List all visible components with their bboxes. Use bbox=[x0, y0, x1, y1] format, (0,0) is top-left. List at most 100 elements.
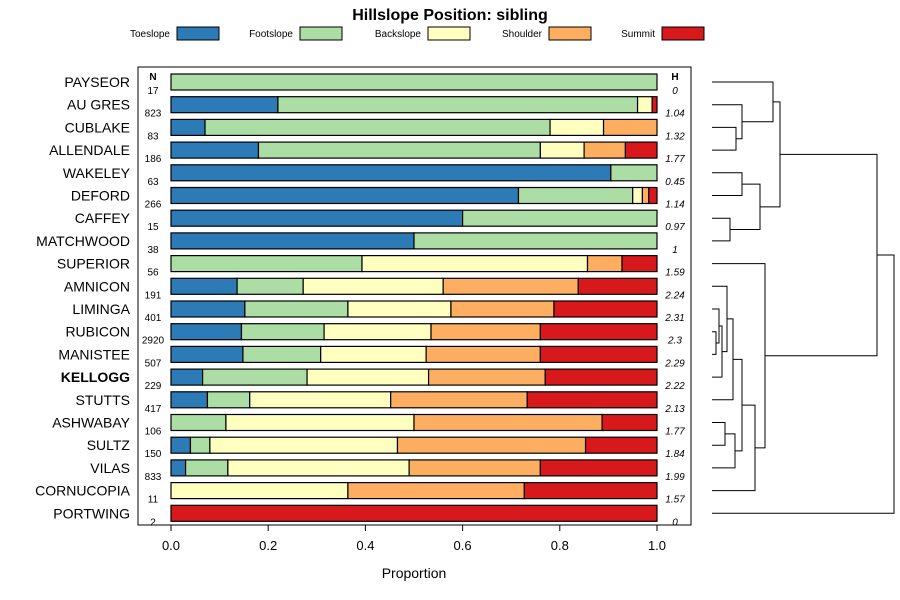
bar-ashwabay-footslope bbox=[170, 413, 227, 432]
bar-deford-toeslope bbox=[170, 186, 520, 205]
bar-deford-shoulder bbox=[641, 186, 650, 205]
bar-payseor-footslope bbox=[170, 73, 658, 91]
bar-manistee-footslope bbox=[242, 345, 322, 363]
row-labels: PAYSEOR AU GRES CUBLAKE ALLENDALE WAKELEY DEF… bbox=[35, 74, 131, 521]
dendrogram-branch bbox=[712, 126, 737, 151]
n-value-vilas: 833 bbox=[145, 472, 162, 483]
row-label-superior: SUPERIOR bbox=[57, 256, 130, 272]
h-column: 0 1.04 1.32 1.77 0.45 1.14 0.97 1 1.59 2.24 2.31 2.… bbox=[664, 86, 685, 528]
bar-kellogg-shoulder bbox=[427, 368, 546, 386]
bar-cornucopia-backslope bbox=[170, 482, 349, 500]
legend-label-backslope: Backslope bbox=[375, 29, 422, 40]
bar-cornucopia-shoulder bbox=[347, 482, 525, 500]
chart-title: Hillslope Position: sibling bbox=[352, 7, 548, 24]
bar-cublake-footslope bbox=[204, 118, 551, 137]
row-label-cublake: CUBLAKE bbox=[65, 119, 130, 135]
h-value-cublake: 1.32 bbox=[665, 131, 685, 142]
dendrogram-branch bbox=[712, 433, 736, 469]
n-value-rubicon: 2920 bbox=[142, 336, 165, 347]
bar-matchwood-footslope bbox=[413, 232, 658, 250]
dendrogram-branch bbox=[712, 331, 717, 355]
n-value-portwing: 2 bbox=[150, 517, 156, 528]
bar-caffey-toeslope bbox=[170, 209, 464, 227]
x-tick-label: 0.0 bbox=[162, 538, 180, 553]
bar-superior-shoulder bbox=[586, 255, 623, 273]
row-label-au-gres: AU GRES bbox=[67, 97, 130, 113]
h-value-amnicon: 2.24 bbox=[664, 290, 685, 301]
bar-allendale-toeslope bbox=[170, 141, 260, 159]
n-column-header: N bbox=[149, 72, 156, 83]
legend-label-shoulder: Shoulder bbox=[502, 29, 543, 40]
h-value-superior: 1.59 bbox=[665, 268, 685, 279]
bar-deford-footslope bbox=[517, 186, 634, 205]
n-value-caffey: 15 bbox=[147, 222, 159, 233]
row-label-manistee: MANISTEE bbox=[58, 346, 130, 362]
bar-liminga-backslope bbox=[347, 300, 452, 318]
n-value-cornucopia: 11 bbox=[148, 495, 159, 506]
n-value-sultz: 150 bbox=[145, 449, 162, 460]
n-value-deford: 266 bbox=[145, 200, 162, 211]
bar-rubicon-footslope bbox=[240, 323, 325, 341]
bar-sultz-footslope bbox=[189, 436, 211, 454]
bar-au-gres-footslope bbox=[277, 96, 639, 114]
n-value-au-gres: 823 bbox=[145, 109, 162, 120]
dendrogram-branch bbox=[712, 263, 766, 449]
h-value-allendale: 1.77 bbox=[665, 154, 685, 165]
n-value-allendale: 186 bbox=[145, 154, 162, 165]
x-axis: 0.0 0.2 0.4 0.6 0.8 1.0 bbox=[162, 525, 666, 553]
bar-kellogg-backslope bbox=[306, 368, 430, 386]
dendrogram-branch bbox=[733, 358, 743, 452]
row-label-payseor: PAYSEOR bbox=[64, 74, 130, 90]
bar-superior-backslope bbox=[361, 255, 589, 273]
dendrogram-branch bbox=[712, 254, 895, 514]
dendrogram-branch bbox=[760, 101, 781, 208]
n-value-cublake: 83 bbox=[147, 131, 159, 142]
legend-swatch-toeslope bbox=[176, 26, 220, 41]
n-value-manistee: 507 bbox=[145, 358, 162, 369]
legend-swatch-backslope bbox=[427, 26, 471, 41]
row-label-amnicon: AMNICON bbox=[64, 278, 130, 294]
x-axis-label: Proportion bbox=[382, 565, 447, 581]
plot-frame bbox=[137, 66, 692, 526]
bar-liminga-summit bbox=[553, 300, 658, 318]
n-value-amnicon: 191 bbox=[145, 290, 162, 301]
bar-wakeley-toeslope bbox=[170, 164, 612, 182]
h-value-au-gres: 1.04 bbox=[665, 109, 685, 120]
bar-rubicon-shoulder bbox=[430, 323, 541, 341]
n-value-matchwood: 38 bbox=[147, 245, 159, 256]
bar-deford-summit bbox=[648, 186, 658, 205]
bar-cublake-backslope bbox=[549, 118, 605, 137]
bar-sultz-summit bbox=[584, 436, 658, 454]
bar-vilas-shoulder bbox=[408, 459, 541, 477]
bar-manistee-toeslope bbox=[170, 345, 244, 363]
h-value-ashwabay: 1.77 bbox=[665, 427, 685, 438]
legend-swatch-footslope bbox=[299, 26, 343, 41]
h-value-wakeley: 0.45 bbox=[665, 177, 685, 188]
bar-allendale-backslope bbox=[539, 141, 585, 159]
bar-manistee-backslope bbox=[320, 345, 427, 363]
bar-stutts-toeslope bbox=[170, 391, 209, 409]
x-tick-label: 0.4 bbox=[356, 538, 374, 553]
x-tick-label: 0.6 bbox=[454, 538, 472, 553]
bar-ashwabay-shoulder bbox=[413, 413, 603, 432]
bar-wakeley-footslope bbox=[610, 164, 658, 182]
legend-label-toeslope: Toeslope bbox=[130, 29, 170, 40]
legend: Toeslope Footslope Backslope Shoulder Summit bbox=[130, 26, 705, 41]
dendrogram-branch bbox=[765, 153, 878, 357]
n-value-kellogg: 229 bbox=[145, 381, 162, 392]
legend-label-summit: Summit bbox=[621, 29, 655, 40]
h-value-deford: 1.14 bbox=[665, 200, 685, 211]
h-value-stutts: 2.13 bbox=[664, 404, 685, 415]
bar-rubicon-toeslope bbox=[170, 323, 243, 341]
h-value-caffey: 0.97 bbox=[665, 222, 685, 233]
bar-superior-footslope bbox=[170, 255, 363, 273]
row-label-wakeley: WAKELEY bbox=[63, 165, 131, 181]
bar-portwing-summit bbox=[170, 504, 658, 522]
bar-manistee-shoulder bbox=[425, 345, 541, 363]
row-label-ashwabay: ASHWABAY bbox=[52, 415, 130, 431]
bar-amnicon-backslope bbox=[302, 277, 444, 295]
h-value-payseor: 0 bbox=[672, 86, 678, 97]
row-label-stutts: STUTTS bbox=[76, 392, 130, 408]
bar-cornucopia-summit bbox=[523, 482, 658, 500]
bar-ashwabay-summit bbox=[601, 413, 658, 432]
